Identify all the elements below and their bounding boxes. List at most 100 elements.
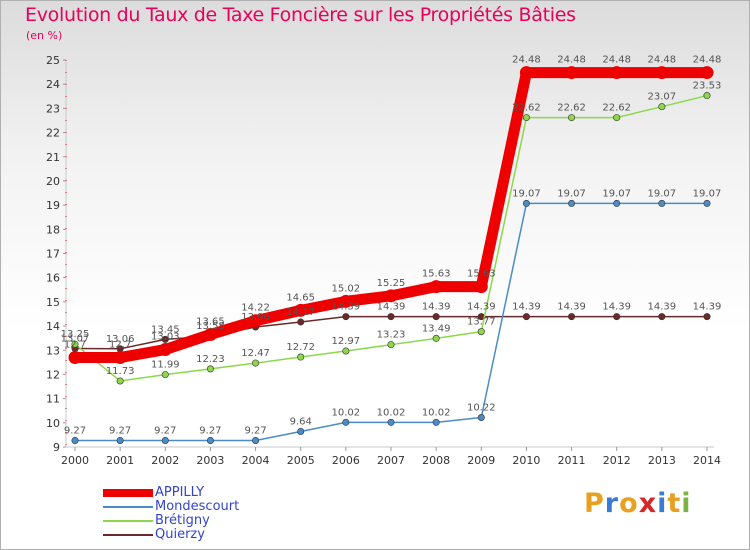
legend-label: Quierzy (155, 527, 205, 542)
data-point (342, 347, 350, 355)
data-label: 9.64 (290, 417, 312, 428)
x-tick-label: 2005 (287, 454, 315, 467)
data-point (613, 313, 621, 321)
data-label: 14.39 (332, 302, 361, 313)
data-point (387, 341, 395, 349)
logo-letter: P (584, 488, 605, 519)
axes: 9 10 11 12 13 14 15 16 17 18 19 20 21 22 23 24 25 2000 200… (46, 54, 721, 467)
y-tick-label: 14 (46, 320, 60, 333)
data-label: 11.73 (106, 366, 135, 377)
data-point (432, 418, 440, 426)
data-point (519, 66, 533, 80)
data-label: 13.07 (61, 334, 90, 345)
data-label: 12.7 (64, 340, 86, 351)
data-label: 10.02 (422, 407, 451, 418)
data-point (568, 114, 576, 122)
x-tick-label: 2004 (242, 454, 270, 467)
data-label: 9.27 (154, 425, 176, 436)
data-label: 19.07 (693, 188, 722, 199)
data-label: 14.39 (557, 302, 586, 313)
data-label: 13.58 (196, 321, 225, 332)
legend-label: Brétigny (155, 513, 210, 528)
data-point (161, 371, 169, 379)
x-tick-label: 2013 (648, 454, 676, 467)
y-tick-label: 19 (46, 199, 60, 212)
data-label: 14.39 (602, 302, 631, 313)
data-point (658, 103, 666, 111)
y-tick-label: 11 (46, 393, 60, 406)
y-tick-label: 22 (46, 127, 60, 140)
data-point (613, 114, 621, 122)
data-point (161, 436, 169, 444)
data-point (116, 436, 124, 444)
series-line-mondescourt (74, 202, 708, 442)
y-tick-label: 9 (53, 441, 60, 454)
data-label: 13.65 (196, 317, 225, 328)
data-point (68, 351, 82, 365)
data-label: 15.02 (332, 283, 361, 294)
data-label: 14.22 (241, 303, 270, 314)
logo-letter: i (681, 488, 692, 519)
data-point (477, 328, 485, 336)
data-label: 23.07 (648, 92, 677, 103)
y-tick-label: 13 (46, 344, 60, 357)
data-point (432, 313, 440, 321)
data-label: 24.48 (602, 55, 631, 66)
data-point (297, 353, 305, 361)
data-label: 14.39 (422, 302, 451, 313)
chart-title: Evolution du Taux de Taxe Foncière sur l… (25, 4, 576, 26)
data-label: 10.02 (332, 407, 361, 418)
data-point (158, 343, 172, 357)
x-tick-label: 2014 (693, 454, 721, 467)
data-label: 24.48 (512, 55, 541, 66)
data-label: 14.39 (467, 302, 496, 313)
data-point (703, 92, 711, 100)
data-point (658, 199, 666, 207)
legend-label: Mondescourt (155, 499, 240, 514)
y-tick-label: 10 (46, 417, 60, 430)
data-label: 13.23 (377, 330, 406, 341)
data-point (252, 359, 260, 367)
logo-letter: t (667, 488, 682, 519)
data-label: 14.65 (286, 292, 315, 303)
logo-letter: o (619, 488, 639, 519)
data-label: 9.27 (109, 425, 131, 436)
data-point (249, 314, 263, 328)
data-point (297, 428, 305, 436)
data-label: 15.63 (422, 269, 451, 280)
x-tick-label: 2008 (422, 454, 450, 467)
data-label: 24.48 (557, 55, 586, 66)
data-point (71, 436, 79, 444)
x-tick-label: 2000 (61, 454, 89, 467)
unit-label: (en %) (26, 29, 63, 42)
data-label: 14.39 (693, 302, 722, 313)
x-tick-label: 2007 (377, 454, 405, 467)
y-tick-label: 15 (46, 296, 60, 309)
data-point (113, 351, 127, 365)
data-label: 12.72 (286, 342, 315, 353)
data-point (342, 313, 350, 321)
logo-letter: i (657, 488, 668, 519)
data-label: 24.48 (693, 55, 722, 66)
y-tick-label: 24 (46, 78, 60, 91)
x-tick-label: 2006 (332, 454, 360, 467)
data-label: 15.63 (467, 269, 496, 280)
legend-swatch (103, 489, 153, 497)
x-tick-label: 2001 (106, 454, 134, 467)
data-label: 12.47 (241, 348, 270, 359)
data-point (384, 289, 398, 303)
x-tick-label: 2009 (467, 454, 495, 467)
y-tick-label: 16 (46, 272, 60, 285)
data-label: 19.07 (512, 188, 541, 199)
data-label: 13.25 (61, 329, 90, 340)
data-point (700, 66, 714, 80)
data-label: 23.53 (693, 81, 722, 92)
data-point (703, 199, 711, 207)
data-point (613, 199, 621, 207)
data-point (116, 377, 124, 385)
data-point (432, 334, 440, 342)
data-label: 10.02 (377, 407, 406, 418)
data-label: 13.49 (422, 323, 451, 334)
data-label: 15.25 (377, 278, 406, 289)
data-label: 13.77 (467, 317, 496, 328)
